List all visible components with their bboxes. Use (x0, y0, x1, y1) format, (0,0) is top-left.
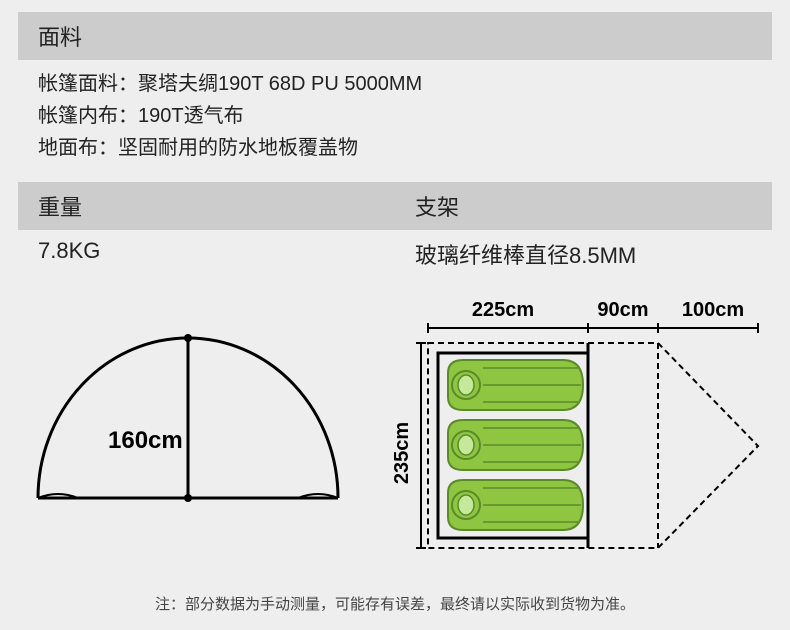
top-dim-v2: 100cm (682, 299, 744, 321)
fabric-line2: 帐篷内布：190T透气布 (38, 100, 752, 132)
diagram-top-view: 225cm 90cm 100cm 235cm (388, 298, 772, 563)
top-dim-depth: 235cm (391, 422, 413, 484)
top-dim-v1: 90cm (597, 299, 648, 321)
bracket-value: 玻璃纤维棒直径8.5MM (395, 230, 772, 278)
section-header-fabric: 面料 (18, 12, 772, 60)
diagrams-container: 160cm 225cm 90cm 100cm 235cm (18, 298, 772, 563)
fabric-content: 帐篷面料：聚塔夫绸190T 68D PU 5000MM 帐篷内布：190T透气布… (18, 60, 772, 172)
fabric-line1: 帐篷面料：聚塔夫绸190T 68D PU 5000MM (38, 68, 752, 100)
footnote: 注：部分数据为手动测量，可能存有误差，最终请以实际收到货物为准。 (0, 593, 790, 614)
section-header-bracket: 支架 (395, 182, 772, 230)
top-dim-main: 225cm (472, 299, 534, 321)
diagram-side-view: 160cm (18, 298, 358, 563)
sleeping-bags (448, 360, 583, 530)
section-header-weight: 重量 (18, 182, 395, 230)
side-height-label: 160cm (108, 427, 183, 454)
two-col-headers: 重量 支架 (18, 182, 772, 230)
weight-value: 7.8KG (18, 230, 395, 278)
fabric-line3: 地面布：坚固耐用的防水地板覆盖物 (38, 132, 752, 164)
two-col-content: 7.8KG 玻璃纤维棒直径8.5MM (18, 230, 772, 278)
